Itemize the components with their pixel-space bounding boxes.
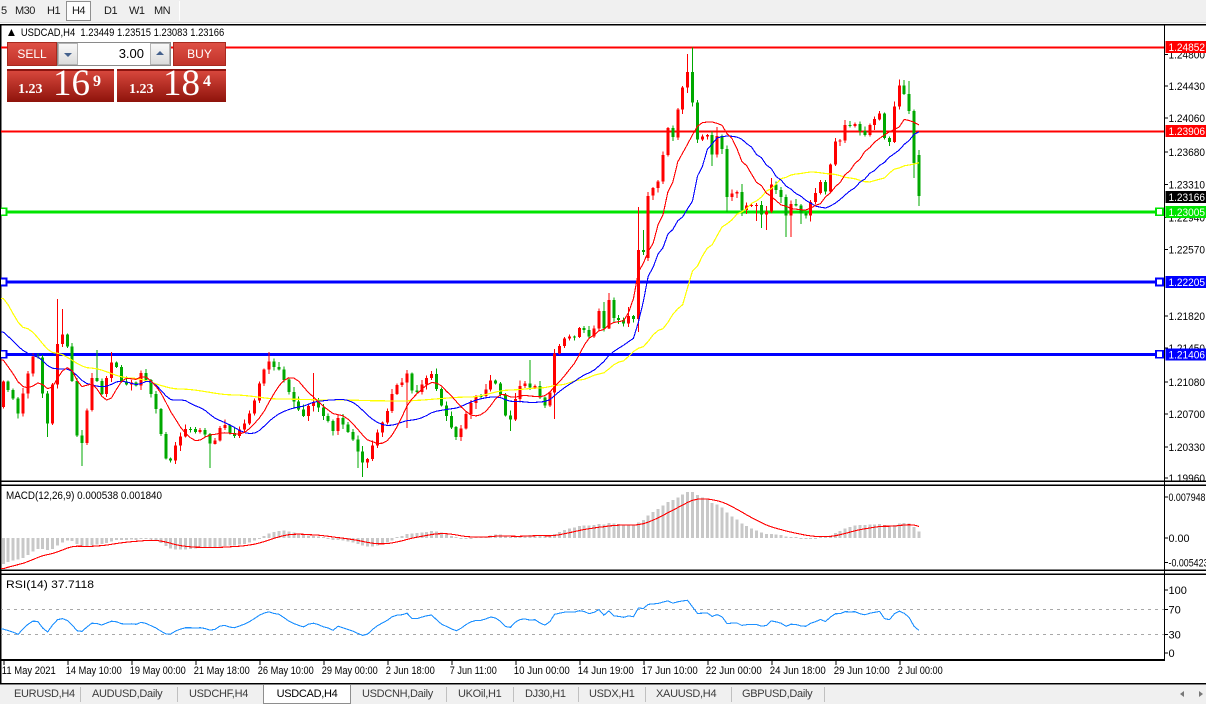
svg-text:17 Jun 10:00: 17 Jun 10:00 bbox=[642, 665, 698, 677]
svg-text:29 Jun 10:00: 29 Jun 10:00 bbox=[834, 665, 890, 677]
svg-text:19 May 00:00: 19 May 00:00 bbox=[130, 665, 186, 677]
svg-text:MACD(12,26,9) 0.000538 0.00184: MACD(12,26,9) 0.000538 0.001840 bbox=[6, 490, 162, 502]
svg-text:1.19960: 1.19960 bbox=[1169, 473, 1206, 485]
svg-text:24 Jun 18:00: 24 Jun 18:00 bbox=[770, 665, 826, 677]
svg-text:0: 0 bbox=[1169, 648, 1175, 660]
svg-text:0.00: 0.00 bbox=[1169, 533, 1190, 545]
svg-text:14 May 10:00: 14 May 10:00 bbox=[66, 665, 122, 677]
svg-text:22 Jun 00:00: 22 Jun 00:00 bbox=[706, 665, 762, 677]
svg-text:29 May 00:00: 29 May 00:00 bbox=[322, 665, 378, 677]
svg-text:10 Jun 00:00: 10 Jun 00:00 bbox=[514, 665, 570, 677]
svg-text:70: 70 bbox=[1169, 605, 1181, 617]
svg-text:1.20330: 1.20330 bbox=[1169, 442, 1206, 454]
svg-text:11 May 2021: 11 May 2021 bbox=[2, 665, 56, 677]
svg-text:21 May 18:00: 21 May 18:00 bbox=[194, 665, 250, 677]
svg-text:30: 30 bbox=[1169, 630, 1181, 642]
svg-text:1.23310: 1.23310 bbox=[1169, 179, 1206, 191]
svg-text:1.20700: 1.20700 bbox=[1169, 409, 1206, 421]
svg-text:2 Jul 00:00: 2 Jul 00:00 bbox=[898, 665, 943, 677]
svg-text:1.23166: 1.23166 bbox=[1169, 192, 1206, 204]
svg-text:1.22205: 1.22205 bbox=[1169, 277, 1206, 289]
svg-text:1.24060: 1.24060 bbox=[1169, 113, 1206, 125]
svg-text:1.21080: 1.21080 bbox=[1169, 377, 1206, 389]
svg-text:1.22570: 1.22570 bbox=[1169, 244, 1206, 256]
svg-text:1.23005: 1.23005 bbox=[1169, 207, 1206, 219]
svg-text:RSI(14) 37.7118: RSI(14) 37.7118 bbox=[6, 579, 94, 591]
svg-text:1.23906: 1.23906 bbox=[1169, 126, 1206, 138]
svg-text:1.24430: 1.24430 bbox=[1169, 81, 1206, 93]
svg-text:1.23680: 1.23680 bbox=[1169, 147, 1206, 159]
svg-text:26 May 10:00: 26 May 10:00 bbox=[258, 665, 314, 677]
svg-text:-0.005423: -0.005423 bbox=[1169, 558, 1206, 570]
svg-text:1.21406: 1.21406 bbox=[1169, 349, 1206, 361]
svg-text:1.21820: 1.21820 bbox=[1169, 311, 1206, 323]
svg-text:2 Jun 18:00: 2 Jun 18:00 bbox=[386, 665, 435, 677]
svg-text:7 Jun 11:00: 7 Jun 11:00 bbox=[450, 665, 497, 677]
svg-text:0.007948: 0.007948 bbox=[1169, 492, 1206, 504]
svg-text:100: 100 bbox=[1169, 585, 1187, 597]
svg-text:14 Jun 19:00: 14 Jun 19:00 bbox=[578, 665, 634, 677]
svg-text:1.24852: 1.24852 bbox=[1169, 42, 1206, 54]
